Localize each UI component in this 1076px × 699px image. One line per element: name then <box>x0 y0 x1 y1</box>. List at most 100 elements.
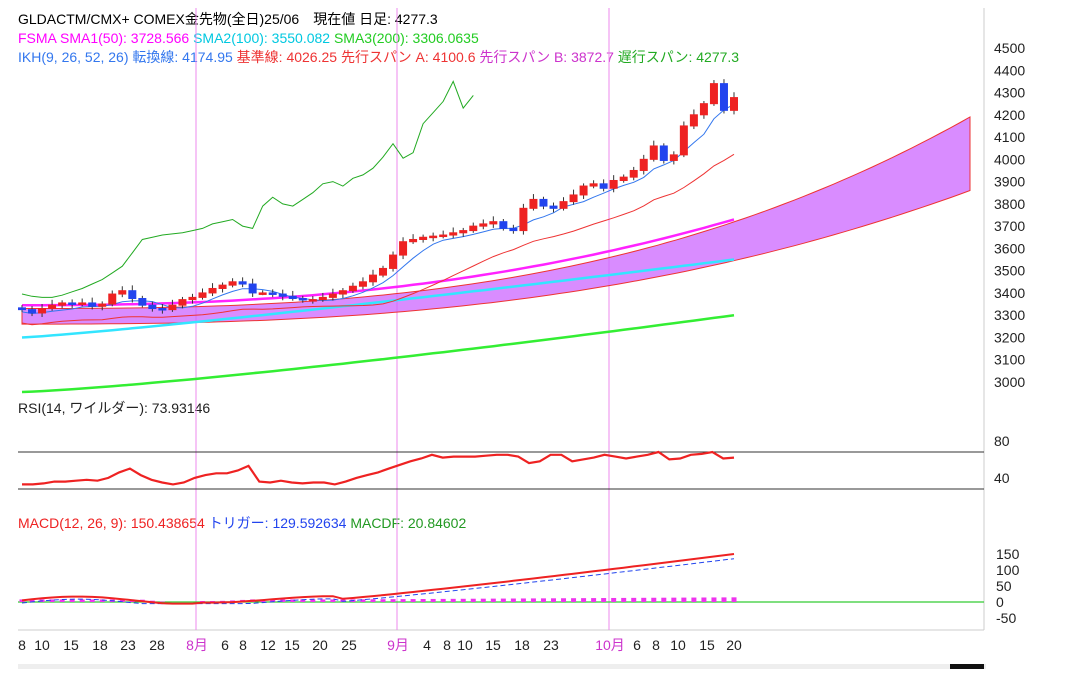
chikou-line <box>21 80 474 298</box>
candle-body <box>178 299 187 306</box>
sma3-line <box>21 313 735 394</box>
rsi-line <box>22 450 735 486</box>
macd-histogram-bar <box>420 599 426 602</box>
candle-body <box>549 205 558 209</box>
candle-body <box>619 176 628 181</box>
month-axis-label: 10月 <box>595 637 625 653</box>
x-tick-label: 18 <box>92 637 108 653</box>
price-tick-label: 3600 <box>994 240 1025 256</box>
sma3-label: SMA3(200): 3306.0635 <box>333 30 479 46</box>
candle-body <box>609 179 618 189</box>
x-tick-label: 20 <box>312 637 328 653</box>
candle-body <box>559 201 568 209</box>
trigger-label: トリガー: 129.592634 <box>208 515 347 531</box>
candle-body <box>78 302 87 305</box>
candle-body <box>399 241 408 256</box>
candle-body <box>669 154 678 161</box>
macd-histogram-bar <box>440 598 446 602</box>
candle-body <box>629 169 638 178</box>
macd-histogram-bar <box>280 599 286 602</box>
macd-histogram-bar <box>119 599 125 602</box>
candle-body <box>218 284 227 289</box>
macd-tick-label: -50 <box>996 610 1016 626</box>
candle-body <box>288 295 297 300</box>
x-tick-label: 23 <box>120 637 136 653</box>
macd-histogram-bar <box>290 599 296 602</box>
sma2-line <box>21 258 735 339</box>
macd-histogram-bar <box>561 598 567 602</box>
month-axis-label: 9月 <box>387 637 409 653</box>
x-tick-label: 4 <box>423 637 431 653</box>
macd-histogram-bar <box>310 599 316 602</box>
macd-histogram-bar <box>270 599 276 602</box>
macd-histogram-bar <box>49 599 55 602</box>
macd-histogram-bar <box>701 597 707 602</box>
candle-body <box>188 296 197 301</box>
macd-histogram-bar <box>470 598 476 602</box>
x-tick-label: 15 <box>485 637 501 653</box>
macd-histogram-bar <box>430 598 436 602</box>
macd-histogram-bar <box>510 598 516 602</box>
candle-body <box>368 274 377 283</box>
macd-histogram-bar <box>490 598 496 602</box>
candle-body <box>649 145 658 160</box>
macd-histogram-bar <box>390 599 396 602</box>
macd-histogram-bar <box>29 599 35 602</box>
candle-body <box>489 221 498 225</box>
candle-body <box>409 238 418 243</box>
macdf-label: MACDF: 20.84602 <box>350 515 467 531</box>
candle-body <box>208 287 217 294</box>
macd-histogram-bar <box>59 599 65 602</box>
candle-body <box>168 304 177 311</box>
candle-body <box>439 234 448 238</box>
candle-body <box>58 302 67 306</box>
macd-histogram-bar <box>520 598 526 602</box>
candle-body <box>479 223 488 227</box>
price-tick-label: 4200 <box>994 107 1025 123</box>
candle-body <box>529 198 538 209</box>
senkou-b-label: 先行スパン B: 3872.7 <box>479 49 614 65</box>
rsi-label: RSI(14, ワイルダー): 73.93146 <box>18 400 211 416</box>
candle-body <box>689 114 698 127</box>
candle-body <box>429 235 438 239</box>
candle-body <box>128 290 137 299</box>
chart-title: GLDACTM/CMX+ COMEX金先物(全日)25/06 現在値 日足: 4… <box>18 11 438 27</box>
price-tick-label: 3900 <box>994 174 1025 190</box>
candle-body <box>278 293 287 297</box>
price-tick-label: 3100 <box>994 352 1025 368</box>
candle-body <box>318 296 327 301</box>
candle-body <box>68 302 77 305</box>
macd-label: MACD(12, 26, 9): 150.438654 <box>18 515 205 531</box>
macd-histogram-bar <box>581 598 587 602</box>
x-tick-label: 12 <box>260 637 276 653</box>
macd-histogram-bar <box>99 599 105 602</box>
candle-body <box>679 125 688 156</box>
x-tick-label: 28 <box>149 637 165 653</box>
price-tick-label: 4000 <box>994 151 1025 167</box>
candle-body <box>348 285 357 292</box>
candle-body <box>569 194 578 203</box>
ikh-legend: IKH(9, 26, 52, 26) 転換線: 4174.95 基準線: 402… <box>18 48 739 66</box>
macd-histogram-bar <box>89 599 95 602</box>
x-tick-label: 15 <box>699 637 715 653</box>
candle-body <box>389 254 398 269</box>
candle-body <box>88 302 97 307</box>
price-tick-label: 4500 <box>994 40 1025 56</box>
macd-histogram-bar <box>450 598 456 602</box>
candle-body <box>579 185 588 196</box>
candle-body <box>730 97 738 111</box>
candle-body <box>709 83 718 105</box>
macd-legend: MACD(12, 26, 9): 150.438654 トリガー: 129.59… <box>18 514 466 532</box>
candle-body <box>298 298 307 301</box>
macd-histogram-bar <box>320 599 326 602</box>
macd-histogram-bar <box>79 599 85 602</box>
macd-histogram-bar <box>601 598 607 602</box>
chikou-label: 遅行スパン: 4277.3 <box>617 49 740 65</box>
candle-body <box>38 308 47 314</box>
candle-body <box>419 236 428 240</box>
chart-scrollbar[interactable] <box>18 664 986 669</box>
x-tick-label: 15 <box>63 637 79 653</box>
chart-scrollbar-thumb[interactable] <box>950 664 984 669</box>
macd-histogram-bar <box>691 597 697 602</box>
senkou-a-label: 先行スパン A: 4100.6 <box>340 49 476 65</box>
